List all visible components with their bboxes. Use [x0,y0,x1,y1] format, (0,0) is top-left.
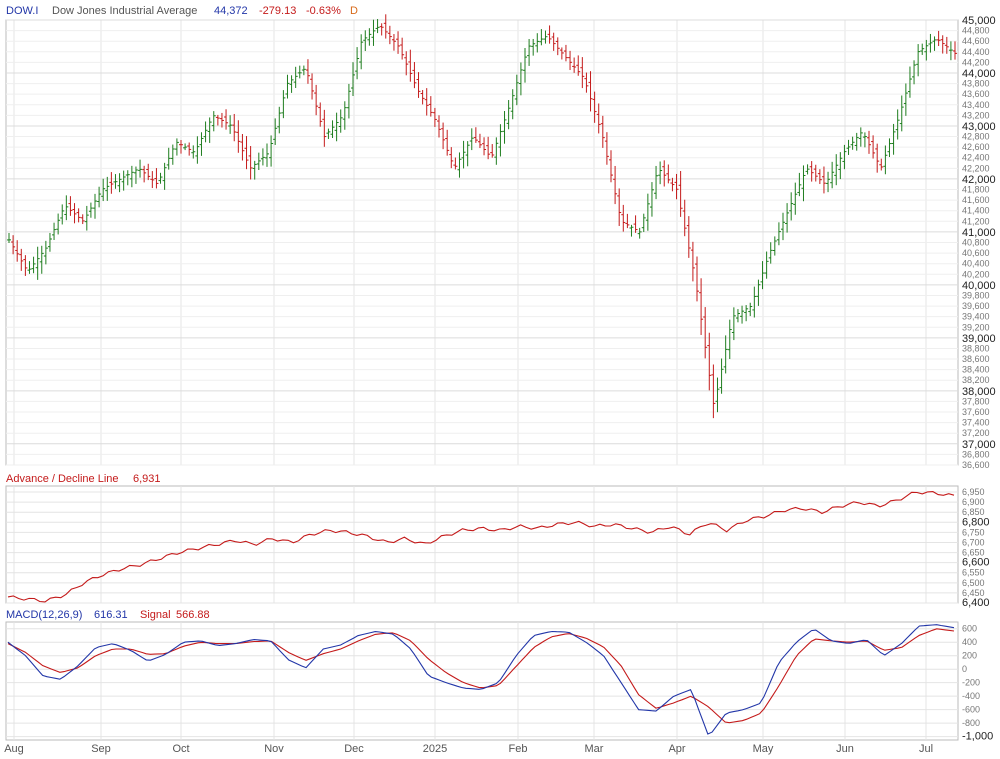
price-tick-label: 38,000 [962,386,996,398]
month-label: Jun [836,743,854,755]
price-tick-label: 40,200 [962,269,990,279]
ad-tick-label: 6,450 [962,588,985,598]
index-name: Dow Jones Industrial Average [52,5,197,17]
macd-tick-label: -600 [962,705,980,715]
price-tick-label: 39,000 [962,333,996,345]
ad-line-layer [7,491,955,603]
ad-line-value: 6,931 [133,473,161,485]
ad-tick-label: 6,500 [962,578,985,588]
signal-line [7,628,955,724]
price-tick-label: 44,200 [962,57,990,67]
macd-tick-label: -800 [962,718,980,728]
macd-label: MACD(12,26,9) [6,609,82,621]
month-label: Nov [264,743,284,755]
month-label: 2025 [423,743,447,755]
macd-tick-label: 400 [962,637,977,647]
price-tick-label: 41,000 [962,227,996,239]
price-change: -279.13 [259,5,296,17]
price-tick-label: 43,600 [962,89,990,99]
price-tick-label: 43,000 [962,121,996,133]
price-tick-label: 45,000 [962,15,996,27]
price-tick-label: 42,400 [962,153,990,163]
macd-tick-label: 200 [962,651,977,661]
ad-tick-label: 6,400 [962,597,990,609]
signal-label: Signal [140,609,171,621]
month-label: Sep [91,743,111,755]
price-change-pct: -0.63% [306,5,341,17]
price-tick-label: 38,200 [962,375,990,385]
month-label: Apr [668,743,685,755]
ad-tick-label: 6,650 [962,548,985,558]
macd-line [7,624,955,735]
ad-tick-label: 6,950 [962,487,985,497]
price-tick-label: 39,400 [962,312,990,322]
price-tick-label: 38,400 [962,365,990,375]
price-tick-label: 42,800 [962,132,990,142]
macd-layer [7,624,955,735]
price-tick-label: 41,600 [962,195,990,205]
ad-panel [5,485,959,604]
price-tick-label: 42,600 [962,142,990,152]
price-tick-label: 36,800 [962,449,990,459]
price-tick-label: 40,000 [962,280,996,292]
macd-tick-label: -200 [962,678,980,688]
price-tick-label: 41,200 [962,216,990,226]
macd-tick-label: 0 [962,664,967,674]
price-tick-label: 38,600 [962,354,990,364]
price-tick-label: 40,400 [962,259,990,269]
month-label: Aug [4,743,24,755]
price-tick-label: 39,600 [962,301,990,311]
symbol-label: DOW.I [6,5,38,17]
price-tick-label: 39,800 [962,290,990,300]
month-label: Feb [509,743,528,755]
price-tick-label: 44,400 [962,47,990,57]
price-tick-label: 44,600 [962,36,990,46]
ad-tick-label: 6,850 [962,507,985,517]
price-tick-label: 37,200 [962,428,990,438]
price-tick-label: 42,000 [962,174,996,186]
price-tick-label: 37,000 [962,439,996,451]
month-label: Jul [919,743,933,755]
price-tick-label: 44,800 [962,26,990,36]
price-tick-label: 39,200 [962,322,990,332]
month-label: Mar [585,743,604,755]
month-label: Dec [344,743,364,755]
last-price: 44,372 [214,5,248,17]
price-tick-label: 41,400 [962,206,990,216]
ad-tick-label: 6,750 [962,527,985,537]
ad-tick-label: 6,700 [962,537,985,547]
price-tick-label: 36,600 [962,460,990,470]
ad-tick-label: 6,600 [962,557,990,569]
macd-tick-label: -1,000 [962,731,993,743]
price-tick-label: 37,800 [962,396,990,406]
price-tick-label: 43,200 [962,110,990,120]
period-label: D [350,5,358,17]
price-tick-label: 40,800 [962,238,990,248]
macd-panel [5,621,959,741]
price-tick-label: 43,400 [962,100,990,110]
month-label: May [753,743,774,755]
macd-tick-label: 600 [962,624,977,634]
ad-line-label: Advance / Decline Line [6,473,119,485]
ad-tick-label: 6,900 [962,497,985,507]
price-tick-label: 37,600 [962,407,990,417]
ad-tick-label: 6,550 [962,568,985,578]
price-tick-label: 38,800 [962,343,990,353]
price-tick-label: 44,000 [962,68,996,80]
macd-tick-label: -400 [962,691,980,701]
axis-labels: Aug Sep Oct Nov Dec 2025 Feb Mar Apr May Jun Jul 36,… [4,15,995,755]
price-tick-label: 41,800 [962,185,990,195]
price-tick-label: 40,600 [962,248,990,258]
month-label: Oct [172,743,189,755]
price-tick-label: 43,800 [962,79,990,89]
price-tick-label: 37,400 [962,418,990,428]
price-tick-label: 42,200 [962,163,990,173]
macd-value: 616.31 [94,609,128,621]
grid-layer [6,19,958,740]
signal-value: 566.88 [176,609,210,621]
ad-line [7,491,955,603]
price-bars [7,14,957,419]
ad-tick-label: 6,800 [962,516,990,528]
